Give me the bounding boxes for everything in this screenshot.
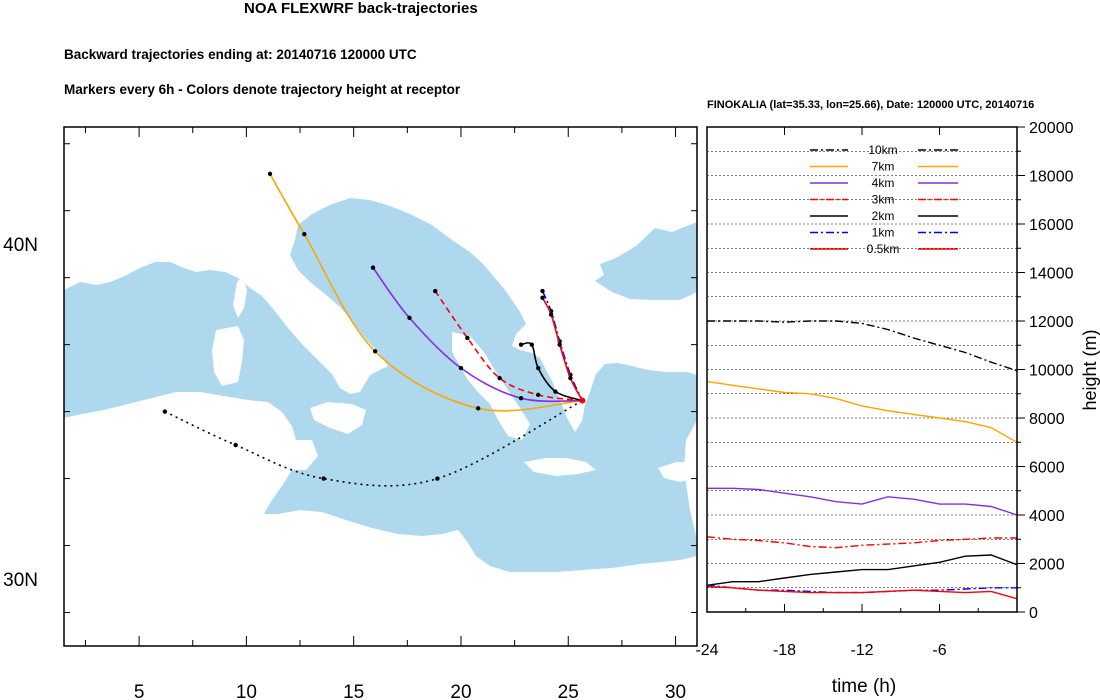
- trajectory-map: 5 10 15 20 25 30 30N 40N: [3, 126, 698, 700]
- map-tick-marks: [64, 127, 697, 646]
- timeseries-y-tick-label: 20000: [1029, 120, 1074, 137]
- trajectory-marker: [548, 312, 554, 317]
- land-north-africa: [64, 392, 697, 646]
- trajectory-marker: [435, 476, 440, 481]
- legend-label: 10km: [868, 143, 897, 157]
- timeseries-x-tick-label: -18: [773, 642, 796, 659]
- trajectory-marker: [372, 349, 378, 354]
- trajectory-marker: [536, 392, 541, 398]
- timeseries-y-tick-label: 6000: [1029, 460, 1065, 477]
- timeseries-x-tick-label: -6: [932, 642, 946, 659]
- trajectory-marker: [557, 342, 562, 347]
- map-lon-tick-label: 10: [236, 682, 257, 700]
- map-lon-tick-label: 20: [450, 682, 471, 700]
- series-line-10km: [707, 320, 1018, 372]
- map-lon-tick-label: 25: [558, 682, 579, 700]
- series-line-3km: [706, 536, 1017, 549]
- timeseries-ticks: 0 2000 4000 6000 8000 10000 12000 14000 16000 180…: [695, 120, 1073, 659]
- trajectory-marker: [162, 409, 168, 414]
- timeseries-y-tick-label: 12000: [1029, 314, 1074, 331]
- land-sardinia: [212, 326, 244, 386]
- land-europe: [64, 127, 697, 432]
- timeseries-panel-title: FINOKALIA (lat=35.33, lon=25.66), Date: …: [707, 99, 1035, 111]
- timeseries-y-tick-label: 16000: [1029, 217, 1074, 234]
- land-corsica: [233, 276, 247, 318]
- timeseries-x-tick-label: -24: [695, 642, 718, 659]
- series-line-4km: [707, 487, 1018, 516]
- legend-label: 1km: [872, 226, 895, 240]
- legend-label: 3km: [872, 193, 895, 207]
- series-line-0.5km: [706, 585, 1018, 600]
- map-lon-tick-label: 5: [134, 682, 145, 700]
- series-line-2km: [706, 554, 1018, 586]
- figure-title: NOA FLEXWRF back-trajectories: [244, 0, 478, 17]
- trajectory-marker: [370, 265, 376, 270]
- figure-subtitle-markers: Markers every 6h - Colors denote traject…: [64, 82, 461, 97]
- timeseries-x-tick-label: -12: [850, 642, 873, 659]
- trajectory-marker: [497, 375, 502, 381]
- trajectory-marker: [407, 315, 412, 321]
- timeseries-plot-area: [707, 127, 1017, 612]
- timeseries-y-tick-label: 0: [1029, 605, 1038, 622]
- legend-label: 0.5km: [867, 242, 900, 256]
- trajectory-marker: [568, 375, 573, 381]
- trajectory-marker: [465, 335, 470, 341]
- trajectory-marker: [518, 396, 524, 401]
- timeseries-y-tick-label: 18000: [1029, 169, 1074, 186]
- trajectory-marker: [536, 365, 541, 371]
- trajectory-marker: [302, 231, 307, 237]
- trajectory-marker: [233, 442, 238, 448]
- legend-label: 4km: [872, 176, 895, 190]
- trajectory-marker: [529, 342, 534, 347]
- trajectory-3km: [434, 290, 583, 402]
- timeseries-y-axis-label: height (m): [1080, 329, 1100, 410]
- timeseries-series: [706, 320, 1018, 600]
- timeseries-y-tick-label: 10000: [1029, 363, 1074, 380]
- map-lat-tick-label: 30N: [3, 570, 38, 591]
- timeseries-y-tick-label: 14000: [1029, 266, 1074, 283]
- trajectory-10km: [164, 399, 583, 487]
- land-crete: [524, 458, 596, 476]
- map-lon-tick-label: 15: [343, 682, 364, 700]
- height-timeseries: 0 2000 4000 6000 8000 10000 12000 14000 16000 180…: [695, 120, 1100, 697]
- timeseries-y-tick-label: 4000: [1029, 508, 1065, 525]
- map-frame: [63, 126, 698, 647]
- trajectory-marker: [433, 288, 438, 294]
- timeseries-y-tick-label: 2000: [1029, 557, 1065, 574]
- trajectory-marker: [321, 476, 326, 481]
- trajectory-marker: [553, 389, 558, 394]
- series-line-7km: [706, 380, 1018, 443]
- legend-label: 7km: [872, 160, 895, 174]
- trajectory-marker: [540, 288, 545, 294]
- timeseries-x-axis-label: time (h): [832, 676, 896, 697]
- map-lat-tick-label: 40N: [3, 235, 38, 256]
- figure-subtitle-end-time: Backward trajectories ending at: 2014071…: [64, 47, 417, 62]
- land-tunisia-cap: [292, 440, 318, 470]
- land-adriatic-east: [335, 214, 452, 350]
- receptor-marker: [579, 397, 586, 404]
- map-lon-tick-label: 30: [665, 682, 686, 700]
- trajectory-marker: [267, 171, 273, 177]
- trajectory-marker: [518, 342, 524, 347]
- land-sicily: [310, 402, 366, 434]
- trajectory-marker: [475, 406, 481, 411]
- trajectory-marker: [458, 365, 464, 371]
- legend-label: 2km: [872, 209, 895, 223]
- trajectory-paths: [162, 171, 586, 487]
- map-tick-labels: 5 10 15 20 25 30 30N 40N: [3, 235, 686, 700]
- timeseries-legend: 10km 7km 4km 3km 2km 1km 0.5km: [810, 143, 958, 256]
- timeseries-y-tick-label: 8000: [1029, 411, 1065, 428]
- trajectory-marker: [540, 295, 545, 300]
- land-levant: [684, 420, 697, 540]
